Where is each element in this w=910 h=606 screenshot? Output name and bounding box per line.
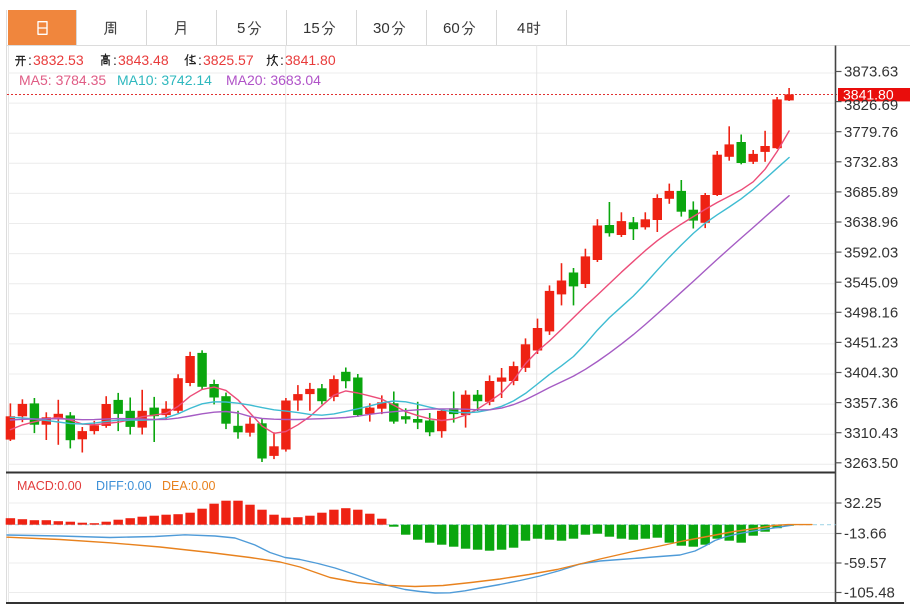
svg-text:3592.03: 3592.03: [844, 244, 898, 261]
svg-text:3310.43: 3310.43: [844, 425, 898, 442]
svg-text:3825.57: 3825.57: [203, 52, 254, 68]
svg-text:DEA:0.00: DEA:0.00: [162, 479, 216, 493]
svg-text::: :: [28, 52, 32, 68]
svg-text:3638.96: 3638.96: [844, 214, 898, 231]
svg-text:3832.53: 3832.53: [33, 52, 84, 68]
svg-text:MA5: 3784.35: MA5: 3784.35: [19, 72, 106, 88]
svg-text:3841.80: 3841.80: [843, 86, 894, 102]
svg-text:3841.80: 3841.80: [285, 52, 336, 68]
svg-text:3263.50: 3263.50: [844, 455, 898, 472]
svg-text:3873.63: 3873.63: [844, 64, 898, 81]
svg-text:-13.66: -13.66: [844, 526, 887, 543]
svg-text:32.25: 32.25: [844, 495, 882, 512]
svg-text:-105.48: -105.48: [844, 585, 895, 602]
svg-text:-59.57: -59.57: [844, 555, 887, 572]
svg-text:3545.09: 3545.09: [844, 274, 898, 291]
svg-text:3843.48: 3843.48: [118, 52, 169, 68]
svg-text:60: 60: [443, 20, 460, 37]
svg-text:MA10: 3742.14: MA10: 3742.14: [117, 72, 212, 88]
svg-text::: :: [280, 52, 284, 68]
svg-text::: :: [198, 52, 202, 68]
svg-text:3732.83: 3732.83: [844, 154, 898, 171]
svg-text:3451.23: 3451.23: [844, 335, 898, 352]
svg-text:DIFF:0.00: DIFF:0.00: [96, 479, 152, 493]
svg-text:3357.36: 3357.36: [844, 395, 898, 412]
svg-text:MACD:0.00: MACD:0.00: [17, 479, 82, 493]
svg-text:3498.16: 3498.16: [844, 305, 898, 322]
svg-text:MA20: 3683.04: MA20: 3683.04: [226, 72, 321, 88]
svg-text::: :: [113, 52, 117, 68]
svg-text:3779.76: 3779.76: [844, 124, 898, 141]
svg-text:4: 4: [517, 20, 525, 37]
svg-text:3404.30: 3404.30: [844, 365, 898, 382]
svg-text:30: 30: [373, 20, 390, 37]
svg-text:5: 5: [237, 20, 245, 37]
svg-text:3826.69: 3826.69: [844, 97, 898, 114]
svg-text:15: 15: [303, 20, 320, 37]
svg-text:3685.89: 3685.89: [844, 184, 898, 201]
